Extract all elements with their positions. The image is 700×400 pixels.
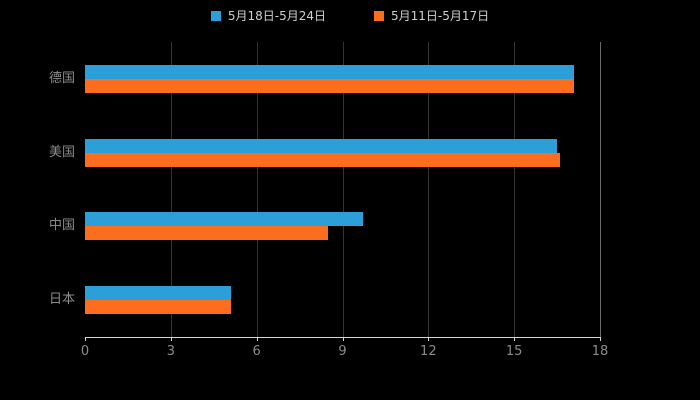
x-axis-label-6: 6 [252, 344, 261, 359]
x-axis-label-15: 15 [505, 344, 523, 359]
x-axis-label-3: 3 [166, 344, 175, 359]
legend-label-series1: 5月18日-5月24日 [227, 9, 326, 23]
tick-x15 [514, 337, 516, 341]
bar-series1-cat2 [85, 138, 558, 153]
legend-label-series2: 5月11日-5月17日 [391, 9, 490, 23]
bar-series2-cat2 [85, 152, 560, 167]
tick-x0 [85, 337, 86, 341]
legend-item-series1[interactable]: 5月18日-5月24日 [210, 7, 326, 24]
y-axis-label-4: 日本 [48, 292, 75, 308]
gridline-x6 [256, 42, 258, 337]
x-axis-label-12: 12 [420, 344, 437, 359]
tick-x18 [600, 337, 601, 341]
y-axis-label-2: 美国 [48, 144, 75, 160]
gridline-x3 [170, 42, 172, 337]
tick-x3 [170, 337, 172, 341]
x-axis-label-18: 18 [591, 344, 609, 359]
gridline-x12 [428, 42, 430, 337]
gridline-x18 [600, 42, 601, 337]
gridline-x15 [514, 42, 516, 337]
bar-series2-cat4 [85, 300, 231, 315]
bar-series1-cat1 [85, 64, 575, 79]
plot-area [85, 42, 601, 341]
legend-item-series2[interactable]: 5月11日-5月17日 [374, 7, 489, 24]
y-axis-label-1: 德国 [48, 70, 75, 86]
bar-group-4 [85, 286, 231, 315]
x-axis-label-0: 0 [80, 344, 90, 359]
legend-swatch-series2 [374, 10, 384, 21]
y-axis-label-3: 中国 [48, 218, 75, 234]
tick-x12 [428, 337, 430, 341]
bar-series1-cat4 [85, 286, 231, 301]
bar-series2-cat1 [85, 78, 575, 93]
x-axis-label-9: 9 [338, 344, 347, 359]
tick-x6 [256, 337, 258, 341]
bar-group-1 [85, 64, 575, 93]
bar-series1-cat3 [85, 212, 363, 227]
bar-group-3 [85, 212, 363, 241]
tick-x9 [342, 337, 344, 341]
gridline-x9 [342, 42, 344, 337]
bar-series2-cat3 [85, 226, 329, 241]
legend-swatch-series1 [210, 10, 221, 21]
bar-group-2 [85, 138, 560, 167]
legend: 5月18日-5月24日 5月11日-5月17日 [0, 7, 700, 24]
